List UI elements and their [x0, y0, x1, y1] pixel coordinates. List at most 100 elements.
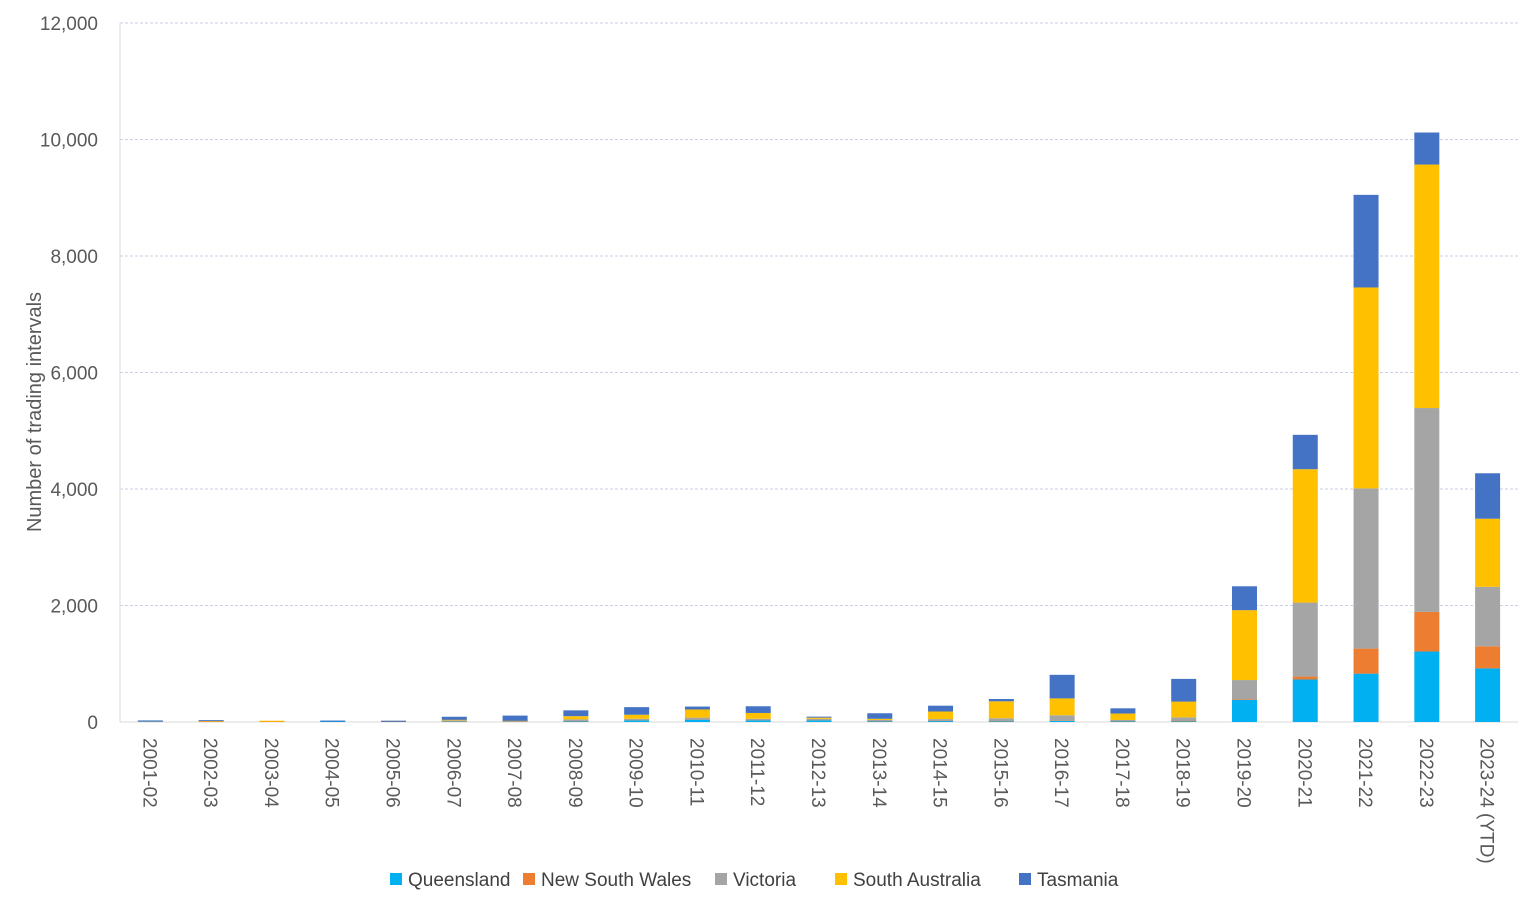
tick-layer: 0 2,000 4,000 6,000 8,000 10,000 12,000 2001-02…	[40, 14, 1497, 864]
legend-item-new-south-wales: New South Wales	[523, 870, 691, 891]
bar-tasmania-2004-05	[320, 720, 346, 722]
bar-victoria-2009-10	[624, 718, 650, 720]
x-tick-label: 2018-19	[1172, 738, 1193, 808]
bar-queensland-2010-11	[684, 719, 710, 722]
bar-victoria-2007-08	[502, 720, 528, 722]
bar-tasmania-2008-09	[563, 710, 589, 717]
bar-queensland-2012-13	[806, 720, 832, 722]
x-tick-label: 2012-13	[807, 738, 828, 808]
legend: Queensland New South Wales Victoria South A…	[390, 870, 1119, 891]
bar-south-australia-2019-20	[1231, 610, 1257, 681]
x-tick-label: 2023-24 (YTD)	[1476, 738, 1497, 864]
legend-item-south-australia: South Australia	[835, 870, 981, 891]
x-tick-label: 2004-05	[321, 738, 342, 808]
x-tick-label: 2015-16	[989, 738, 1010, 808]
x-tick-label: 2001-02	[138, 738, 159, 808]
bar-tasmania-2014-15	[928, 705, 954, 712]
bar-victoria-2022-23	[1414, 408, 1440, 612]
bar-south-australia-2002-03	[198, 720, 224, 722]
y-tick-label: 0	[87, 713, 98, 734]
y-tick-label: 2,000	[50, 597, 98, 618]
bar-victoria-2019-20	[1231, 680, 1257, 700]
bar-queensland-2014-15	[928, 721, 954, 722]
bar-queensland-2019-20	[1231, 699, 1257, 722]
legend-swatch	[1019, 873, 1031, 885]
legend-swatch	[715, 873, 727, 885]
x-tick-label: 2006-07	[442, 738, 463, 808]
bar-victoria-2018-19	[1171, 717, 1197, 721]
bar-south-australia-2003-04	[259, 720, 285, 722]
bar-tasmania-2011-12	[745, 706, 771, 713]
bar-south-australia-2021-22	[1353, 287, 1379, 489]
bar-south-australia-2022-23	[1414, 164, 1440, 409]
bar-victoria-2010-11	[684, 717, 710, 720]
bar-victoria-2006-07	[441, 720, 467, 722]
bar-south-australia-2017-18	[1110, 713, 1136, 720]
x-tick-label: 2017-18	[1111, 738, 1132, 808]
bar-new-south-wales-2019-20	[1231, 698, 1257, 700]
x-tick-label: 2016-17	[1050, 738, 1071, 808]
bar-tasmania-2010-11	[684, 706, 710, 710]
bar-victoria-2020-21	[1292, 602, 1318, 677]
bar-south-australia-2006-07	[441, 719, 467, 721]
bar-south-australia-2013-14	[867, 718, 893, 720]
legend-swatch	[390, 873, 402, 885]
bar-queensland-2015-16	[988, 721, 1014, 722]
bar-tasmania-2009-10	[624, 707, 650, 715]
legend-swatch	[835, 873, 847, 885]
bar-victoria-2016-17	[1049, 715, 1075, 721]
legend-label: Queensland	[408, 870, 510, 891]
x-tick-label: 2011-12	[746, 738, 767, 806]
bar-layer	[137, 132, 1501, 722]
bar-tasmania-2018-19	[1171, 678, 1197, 702]
legend-swatch	[523, 873, 535, 885]
bar-south-australia-2015-16	[988, 701, 1014, 719]
y-tick-label: 10,000	[40, 131, 98, 152]
bar-queensland-2008-09	[563, 721, 589, 722]
legend-label: South Australia	[853, 870, 981, 891]
x-tick-label: 2022-23	[1415, 738, 1436, 808]
bar-south-australia-2023-24-YTD	[1475, 518, 1501, 587]
x-tick-label: 2010-11	[685, 738, 706, 806]
bar-new-south-wales-2023-24-YTD	[1475, 646, 1501, 669]
x-tick-label: 2021-22	[1354, 738, 1375, 808]
x-tick-label: 2002-03	[199, 738, 220, 808]
bar-victoria-2013-14	[867, 719, 893, 722]
bar-queensland-2018-19	[1171, 721, 1197, 722]
y-tick-label: 12,000	[40, 14, 98, 35]
bar-queensland-2017-18	[1110, 721, 1136, 722]
bar-tasmania-2007-08	[502, 715, 528, 721]
bar-victoria-2015-16	[988, 718, 1014, 722]
x-tick-label: 2003-04	[260, 738, 281, 808]
bar-tasmania-2005-06	[381, 720, 407, 722]
y-tick-label: 6,000	[50, 364, 98, 385]
y-tick-label: 8,000	[50, 247, 98, 268]
x-tick-label: 2008-09	[564, 738, 585, 808]
bar-victoria-2012-13	[806, 718, 832, 720]
bar-tasmania-2021-22	[1353, 194, 1379, 288]
bar-queensland-2021-22	[1353, 673, 1379, 722]
x-tick-label: 2019-20	[1232, 738, 1253, 808]
bar-south-australia-2016-17	[1049, 698, 1075, 716]
bar-new-south-wales-2020-21	[1292, 676, 1318, 680]
bar-victoria-2008-09	[563, 719, 589, 722]
bar-new-south-wales-2022-23	[1414, 611, 1440, 652]
bar-queensland-2022-23	[1414, 651, 1440, 722]
x-tick-label: 2013-14	[868, 738, 889, 808]
grid-layer	[120, 22, 1518, 606]
legend-item-queensland: Queensland	[390, 870, 510, 891]
bar-queensland-2013-14	[867, 721, 893, 722]
bar-south-australia-2008-09	[563, 716, 589, 720]
bar-victoria-2014-15	[928, 719, 954, 721]
y-axis-title: Number of trading intervals	[24, 292, 46, 532]
bar-tasmania-2002-03	[198, 720, 224, 722]
x-tick-label: 2020-21	[1293, 738, 1314, 808]
bar-tasmania-2022-23	[1414, 132, 1440, 165]
bar-queensland-2011-12	[745, 720, 771, 722]
bar-victoria-2017-18	[1110, 719, 1136, 722]
x-tick-label: 2009-10	[625, 738, 646, 808]
legend-label: Tasmania	[1037, 870, 1119, 891]
bar-tasmania-2001-02	[137, 720, 163, 722]
x-tick-label: 2007-08	[503, 738, 524, 808]
